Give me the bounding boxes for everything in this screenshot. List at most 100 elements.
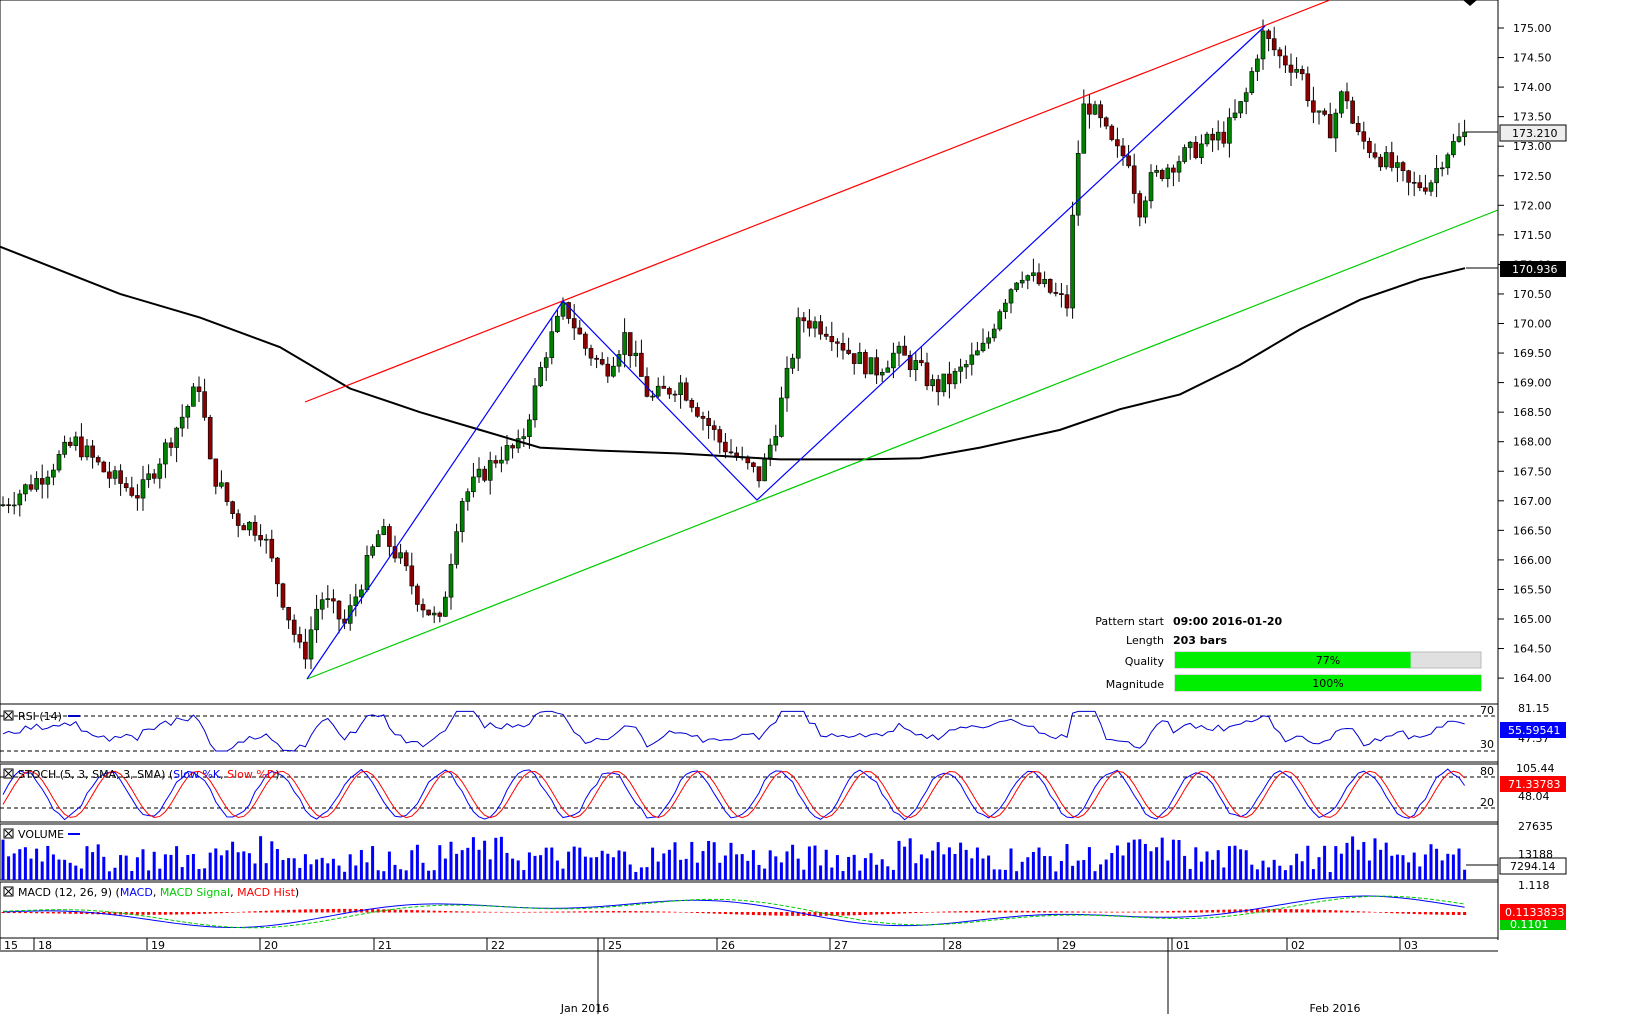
macd-hist-bar [68, 912, 72, 914]
candle-body [359, 589, 364, 598]
macd-hist-bar [63, 912, 67, 914]
candle-body [1417, 182, 1423, 189]
volume-bar [908, 838, 912, 880]
volume-bar [208, 852, 212, 880]
macd-value: 0.1133833 [1505, 906, 1565, 919]
macd-hist-bar [404, 909, 408, 913]
macd-hist-bar [914, 912, 918, 914]
candle-body [779, 397, 784, 437]
time-label: 28 [948, 939, 962, 952]
macd-hist-bar [1138, 911, 1142, 913]
macd-hist-bar [343, 908, 347, 913]
volume-bar [309, 864, 313, 880]
candle-body [1350, 100, 1355, 124]
macd-hist-bar [1171, 910, 1175, 913]
macd-hist-bar [1407, 912, 1411, 914]
macd-hist-bar [147, 912, 151, 915]
macd-header[interactable]: MACD (12, 26, 9) (MACD, MACD Signal, MAC… [3, 886, 299, 899]
macd-hist-bar [1071, 911, 1075, 913]
volume-bar [1211, 859, 1215, 880]
candle-body [773, 436, 779, 446]
candle-body [448, 564, 454, 598]
volume-bar [1099, 864, 1103, 880]
volume-bar [365, 862, 369, 880]
resistance-line [304, 0, 1331, 403]
volume-bar [544, 847, 548, 880]
candle-body [891, 352, 896, 369]
candle-body [331, 598, 336, 602]
volume-bar [662, 853, 666, 880]
macd-hist-bar [191, 912, 195, 915]
volume-bar [432, 870, 436, 880]
stoch-axis-mid: 48.04 [1518, 790, 1550, 803]
candle-body [851, 353, 857, 364]
volume-bar [768, 850, 772, 880]
candle-body [1087, 103, 1092, 115]
macd-hist-bar [1082, 911, 1086, 913]
quality-label: Quality [1125, 655, 1165, 668]
macd-hist-bar [7, 912, 11, 914]
macd-hist-bar [953, 911, 957, 913]
volume-bar [404, 870, 408, 880]
volume-bar [1205, 851, 1209, 880]
macd-hist-bar [897, 912, 901, 914]
candle-body [1283, 55, 1288, 66]
candle-body [1383, 152, 1389, 168]
macd-hist-bar [1412, 912, 1416, 915]
volume-bar [46, 845, 50, 880]
macd-hist-bar [298, 909, 302, 913]
macd-hist-bar [516, 911, 520, 913]
candle-body [1115, 139, 1120, 147]
macd-hist-bar [494, 911, 498, 913]
candle-body [1266, 30, 1271, 39]
volume-bar [152, 851, 156, 880]
macd-hist-bar [1250, 909, 1254, 913]
macd-hist-bar [203, 912, 207, 914]
volume-bar [460, 850, 464, 880]
volume-bar [595, 857, 599, 880]
pattern-start-label: Pattern start [1095, 615, 1164, 628]
volume-bar [169, 854, 173, 880]
volume-value: 7294.14 [1510, 860, 1556, 873]
candlestick-series [0, 19, 1467, 670]
macd-hist-bar [1177, 910, 1181, 913]
macd-hist-bar [1289, 909, 1293, 913]
candle-body [1171, 167, 1176, 173]
candle-body [695, 407, 700, 417]
volume-bar [1446, 853, 1450, 880]
macd-hist-bar [572, 911, 576, 913]
candle-body [667, 388, 672, 395]
stoch-d-polyline [2, 770, 1465, 819]
macd-hist-bar [987, 910, 991, 913]
candle-body [151, 473, 157, 479]
macd-hist-bar [376, 909, 380, 913]
quality-value: 77% [1316, 654, 1340, 667]
volume-bar [1239, 849, 1243, 880]
macd-hist-bar [1351, 910, 1355, 913]
ma-price-value: 170.936 [1512, 263, 1558, 276]
volume-bar [1356, 849, 1360, 880]
candle-body [437, 612, 443, 617]
volume-bar [656, 861, 660, 880]
macd-hist-bar [320, 909, 324, 913]
stoch-header[interactable]: STOCH (5, 3, SMA, 3, SMA) (Slow %K, Slow… [3, 768, 280, 781]
volume-bar [214, 848, 218, 880]
candle-body [101, 461, 107, 473]
candle-body [1215, 131, 1221, 141]
candle-body [969, 354, 975, 365]
volume-bar [68, 862, 72, 880]
macd-hist-bar [1295, 909, 1299, 913]
candle-body [84, 445, 90, 458]
candle-body [213, 458, 219, 487]
macd-hist-bar [718, 912, 722, 914]
macd-hist-bar [427, 910, 431, 913]
volume-bar [40, 861, 44, 880]
macd-hist-bar [365, 909, 369, 913]
volume-bar [1194, 847, 1198, 880]
macd-hist-bar [869, 912, 873, 915]
macd-hist-bar [970, 910, 974, 913]
volume-header[interactable]: VOLUME [3, 828, 80, 841]
rsi-header[interactable]: RSI (14) [3, 710, 80, 723]
volume-bar [477, 849, 481, 880]
menu-chevron-icon[interactable] [1463, 0, 1477, 6]
